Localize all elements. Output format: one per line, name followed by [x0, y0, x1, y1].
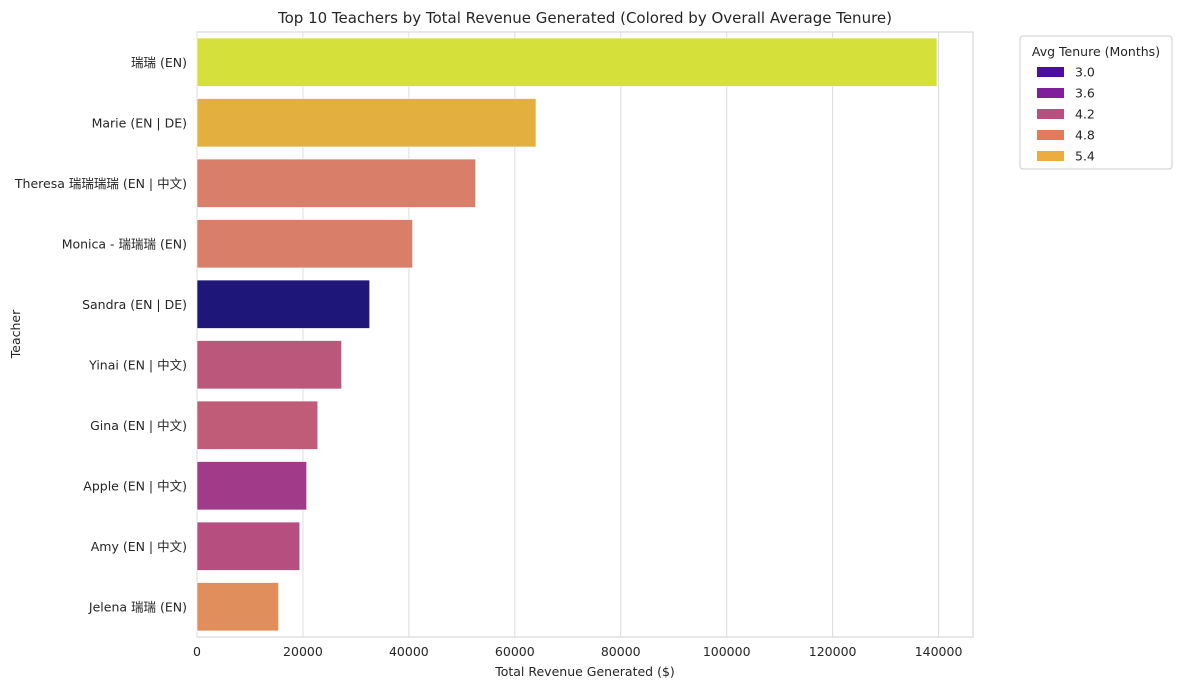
legend-entries: 3.0 3.6 4.2 4.8 5.4	[1037, 65, 1095, 164]
chart-title: Top 10 Teachers by Total Revenue Generat…	[277, 9, 892, 27]
bar	[196, 521, 301, 571]
bar	[196, 582, 279, 632]
bar	[196, 158, 476, 208]
legend-swatch	[1037, 109, 1064, 119]
x-tick-label: 40000	[389, 644, 429, 659]
y-tick-label: Yinai (EN | 中文)	[88, 357, 187, 372]
x-axis-title: Total Revenue Generated ($)	[494, 664, 675, 679]
y-tick-label: Jelena 瑞瑞 (EN)	[88, 599, 187, 614]
bar	[196, 98, 537, 148]
x-tick-label: 120000	[809, 644, 857, 659]
legend-label: 5.4	[1075, 149, 1095, 164]
bar	[196, 461, 307, 511]
bars	[196, 37, 938, 632]
legend-swatch	[1037, 151, 1064, 161]
y-tick-label: 瑞瑞 (EN)	[131, 55, 187, 70]
y-tick-label: Amy (EN | 中文)	[91, 539, 187, 554]
bar	[196, 219, 413, 269]
bar	[196, 400, 319, 450]
legend-label: 4.8	[1075, 128, 1095, 143]
legend: Avg Tenure (Months) 3.0 3.6 4.2 4.8 5.4	[1019, 35, 1173, 170]
legend-title: Avg Tenure (Months)	[1032, 44, 1160, 59]
y-axis-ticks: 瑞瑞 (EN) Marie (EN | DE) Theresa 瑞瑞瑞瑞 (EN |…	[14, 55, 187, 615]
y-tick-label: Theresa 瑞瑞瑞瑞 (EN | 中文)	[14, 176, 187, 191]
bar	[196, 37, 938, 87]
y-tick-label: Apple (EN | 中文)	[83, 478, 187, 493]
bar	[196, 340, 342, 390]
y-tick-label: Gina (EN | 中文)	[90, 418, 187, 433]
y-tick-label: Marie (EN | DE)	[92, 115, 187, 130]
legend-swatch	[1037, 67, 1064, 77]
x-tick-label: 140000	[915, 644, 963, 659]
x-tick-label: 0	[193, 644, 201, 659]
y-tick-label: Sandra (EN | DE)	[82, 297, 187, 312]
y-axis-title: Teacher	[8, 309, 23, 359]
x-tick-label: 100000	[703, 644, 751, 659]
x-tick-label: 20000	[283, 644, 323, 659]
legend-label: 4.2	[1075, 107, 1095, 122]
legend-label: 3.0	[1075, 65, 1095, 80]
bar	[196, 279, 370, 329]
legend-swatch	[1037, 88, 1064, 98]
legend-swatch	[1037, 130, 1064, 140]
x-tick-label: 60000	[495, 644, 535, 659]
y-tick-label: Monica - 瑞瑞瑞 (EN)	[62, 236, 187, 251]
x-tick-label: 80000	[601, 644, 641, 659]
legend-label: 3.6	[1075, 86, 1095, 101]
x-axis-ticks: 0 20000 40000 60000 80000 100000 120000 140000	[193, 644, 962, 659]
